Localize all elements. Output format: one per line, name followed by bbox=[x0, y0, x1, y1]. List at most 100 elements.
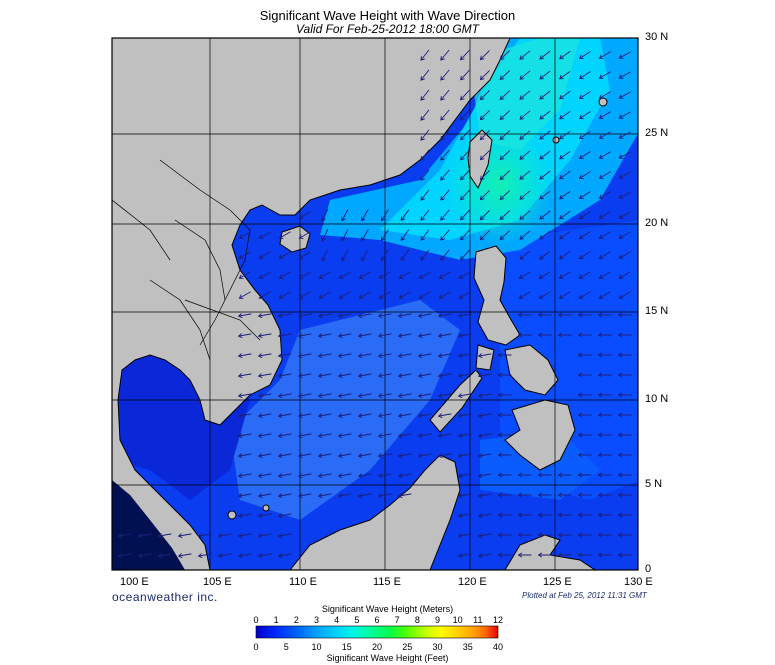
wave-arrow bbox=[381, 249, 389, 262]
lon-label-105: 105 E bbox=[203, 576, 232, 588]
wave-arrow bbox=[237, 333, 252, 339]
wave-arrow bbox=[539, 110, 551, 120]
wave-arrow bbox=[458, 291, 471, 299]
wave-arrow bbox=[519, 170, 531, 180]
wave-arrow bbox=[397, 453, 412, 459]
wave-arrow bbox=[577, 332, 592, 338]
wave-arrow bbox=[497, 392, 512, 398]
wave-arrow bbox=[617, 352, 632, 358]
wave-arrow bbox=[519, 250, 531, 260]
island-natuna bbox=[227, 510, 237, 520]
wave-arrow bbox=[397, 433, 412, 439]
wave-arrow bbox=[517, 332, 532, 338]
wave-arrow bbox=[497, 432, 512, 438]
wave-arrow bbox=[477, 433, 492, 439]
wave-arrow bbox=[460, 89, 470, 101]
wave-arrow bbox=[257, 553, 272, 559]
wave-arrow bbox=[578, 251, 591, 260]
wave-arrow bbox=[477, 513, 492, 519]
wave-arrow bbox=[598, 231, 611, 239]
wave-arrow bbox=[617, 412, 632, 418]
wave-arrow bbox=[578, 131, 591, 140]
colorbar-feet-tick: 20 bbox=[371, 642, 383, 652]
lat-label-15: 15 N bbox=[645, 305, 669, 317]
wave-arrow bbox=[377, 473, 392, 479]
wave-arrow bbox=[537, 492, 552, 498]
wave-arrow bbox=[297, 333, 312, 339]
wave-arrow bbox=[277, 393, 292, 399]
wave-arrow bbox=[420, 249, 430, 261]
wave-arrow bbox=[277, 533, 292, 539]
wave-arrow bbox=[559, 250, 571, 260]
wave-arrow bbox=[499, 150, 511, 160]
wave-arrow bbox=[337, 413, 352, 419]
wave-arrow bbox=[617, 532, 632, 538]
wave-arrow bbox=[297, 353, 312, 359]
wave-arrow bbox=[237, 513, 252, 519]
wave-arrow bbox=[537, 472, 552, 478]
wave-arrow bbox=[440, 129, 450, 141]
wave-arrow bbox=[539, 230, 551, 240]
wave-arrow bbox=[398, 271, 411, 279]
wave-arrow bbox=[317, 453, 332, 459]
wave-arrow bbox=[337, 473, 352, 479]
wave-arrow bbox=[617, 492, 632, 498]
wave-arrow bbox=[597, 532, 612, 538]
wave-arrow bbox=[357, 373, 372, 379]
mainland-asia bbox=[112, 38, 511, 570]
wave-arrow bbox=[400, 229, 410, 241]
wave-arrow bbox=[618, 131, 631, 139]
wave-arrow bbox=[559, 210, 571, 220]
wave-arrow bbox=[597, 312, 612, 318]
wave-arrow bbox=[258, 251, 271, 259]
wave-arrow bbox=[440, 249, 450, 261]
lat-label-20: 20 N bbox=[645, 217, 669, 229]
wave-arrow bbox=[397, 473, 412, 479]
wave-arrow bbox=[357, 473, 372, 479]
wave-arrow bbox=[237, 413, 252, 419]
wave-arrow bbox=[479, 170, 490, 181]
wave-arrow bbox=[460, 49, 470, 61]
wave-arrow bbox=[438, 271, 451, 279]
wave-arrow bbox=[578, 71, 591, 80]
wave-arrow bbox=[357, 353, 372, 359]
wave-arrow bbox=[479, 50, 490, 61]
plotted-timestamp: Plotted at Feb 25, 2012 11:31 GMT bbox=[522, 591, 647, 600]
wave-arrow bbox=[437, 353, 452, 359]
wave-arrow bbox=[318, 271, 331, 279]
wave-arrow bbox=[277, 433, 292, 439]
wave-arrow bbox=[598, 211, 611, 219]
wave-arrow bbox=[277, 553, 292, 559]
wave-arrow bbox=[440, 189, 450, 201]
wave-arrow bbox=[257, 513, 272, 519]
wave-arrow bbox=[117, 553, 132, 559]
wave-arrow bbox=[337, 453, 352, 459]
wave-arrow bbox=[497, 552, 512, 558]
wave-arrow bbox=[559, 230, 571, 240]
wave-arrow bbox=[378, 271, 391, 279]
wave-arrow bbox=[397, 493, 412, 499]
wave-arrow bbox=[337, 373, 352, 379]
wave-arrow bbox=[460, 149, 470, 161]
wave-arrow bbox=[257, 433, 272, 439]
wave-arrow bbox=[499, 110, 511, 120]
wave-arrow bbox=[539, 150, 551, 160]
wave-arrow bbox=[457, 353, 472, 359]
wave-arrow bbox=[539, 190, 551, 200]
wave-arrow bbox=[317, 333, 332, 339]
wave-arrow bbox=[578, 231, 591, 240]
wave-arrow bbox=[357, 393, 372, 399]
country-borders bbox=[112, 159, 261, 361]
brand-text: oceanweather inc. bbox=[112, 590, 218, 604]
wave-arrow bbox=[418, 271, 431, 279]
wave-arrow bbox=[618, 51, 631, 59]
wave-arrow bbox=[460, 209, 470, 221]
borneo-island bbox=[289, 454, 461, 570]
wave-arrow bbox=[177, 553, 192, 559]
wave-arrow bbox=[297, 473, 312, 479]
wave-arrow bbox=[577, 472, 592, 478]
wave-arrow bbox=[598, 251, 611, 259]
wave-arrow bbox=[497, 512, 512, 518]
wave-arrow bbox=[457, 473, 472, 479]
wave-arrow bbox=[557, 532, 572, 538]
